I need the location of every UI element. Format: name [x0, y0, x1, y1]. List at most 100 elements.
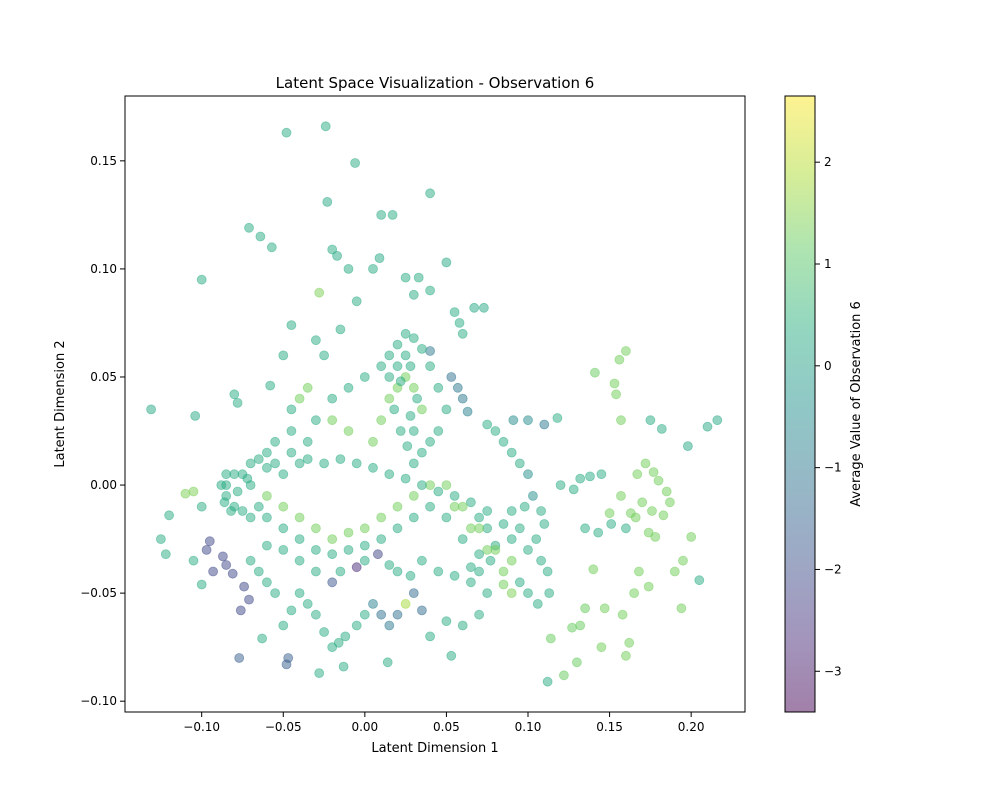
- scatter-point: [474, 512, 485, 523]
- scatter-point: [449, 570, 460, 581]
- scatter-point: [208, 566, 219, 577]
- scatter-point: [528, 490, 538, 501]
- scatter-point: [376, 209, 387, 220]
- scatter-point: [302, 599, 313, 609]
- scatter-point: [270, 436, 281, 447]
- scatter-point: [319, 458, 330, 469]
- scatter-point: [278, 620, 289, 631]
- scatter-point: [405, 570, 416, 581]
- scatter-point: [661, 486, 672, 497]
- scatter-point: [617, 609, 628, 620]
- scatter-point: [196, 501, 207, 512]
- scatter-point: [457, 501, 468, 512]
- scatter-point: [545, 633, 556, 644]
- scatter-point: [630, 512, 641, 523]
- scatter-point: [219, 497, 230, 508]
- scatter-point: [359, 523, 370, 534]
- scatter-point: [465, 523, 476, 534]
- scatter-point: [621, 346, 631, 356]
- scatter-point: [425, 188, 436, 199]
- scatter-point: [278, 545, 289, 555]
- scatter-point: [482, 523, 493, 534]
- scatter-point: [482, 588, 493, 598]
- scatter-point: [351, 296, 362, 307]
- scatter-point: [653, 475, 664, 486]
- scatter-point: [616, 415, 626, 426]
- scatter-point: [359, 540, 370, 551]
- scatter-point: [319, 350, 330, 361]
- colorbar: [785, 96, 815, 712]
- scatter-point: [408, 512, 419, 523]
- scatter-point: [395, 376, 406, 387]
- scatter-point: [221, 560, 232, 570]
- scatter-point: [335, 454, 346, 465]
- scatter-point: [433, 566, 444, 577]
- scatter-point: [457, 534, 468, 544]
- scatter-point: [575, 473, 586, 484]
- scatter-point: [261, 512, 272, 523]
- scatter-point: [683, 441, 693, 452]
- scatter-point: [416, 605, 427, 616]
- scatter-point: [449, 501, 460, 512]
- scatter-point: [392, 566, 403, 577]
- scatter-point: [498, 519, 509, 529]
- scatter-point: [196, 579, 207, 590]
- scatter-point: [351, 562, 362, 573]
- scatter-point: [590, 367, 600, 378]
- plot-area: [125, 96, 745, 712]
- scatter-point: [245, 555, 256, 566]
- scatter-point: [531, 534, 542, 544]
- scatter-point: [645, 415, 656, 426]
- scatter-point: [425, 501, 436, 512]
- scatter-point: [261, 447, 272, 458]
- scatter-point: [278, 523, 289, 534]
- scatter-point: [555, 480, 566, 491]
- scatter-point: [257, 633, 268, 644]
- x-axis-label: Latent Dimension 1: [371, 741, 498, 756]
- scatter-point: [261, 462, 272, 473]
- x-tick-label: 0.05: [433, 720, 460, 734]
- scatter-point: [567, 622, 577, 633]
- x-tick-label: 0.10: [515, 720, 542, 734]
- scatter-point: [523, 469, 533, 480]
- scatter-point: [319, 627, 330, 637]
- scatter-point: [532, 599, 543, 609]
- scatter-point: [640, 458, 651, 469]
- scatter-point: [302, 382, 313, 393]
- scatter-point: [523, 545, 533, 555]
- scatter-point: [400, 350, 411, 361]
- scatter-point: [542, 676, 553, 687]
- scatter-point: [593, 527, 604, 538]
- scatter-point: [368, 436, 378, 447]
- scatter-point: [425, 436, 436, 447]
- scatter-point: [302, 436, 313, 447]
- scatter-point: [294, 588, 305, 598]
- scatter-point: [255, 231, 266, 242]
- scatter-point: [302, 454, 313, 465]
- colorbar-axis: −3 −2 −1 0 1 2: [815, 155, 842, 678]
- scatter-point: [265, 380, 276, 391]
- scatter-point: [457, 328, 468, 339]
- scatter-point: [408, 333, 419, 344]
- scatter-point: [474, 549, 485, 560]
- scatter-point: [239, 581, 250, 592]
- scatter-point: [310, 415, 321, 426]
- scatter-point: [190, 410, 201, 421]
- scatter-point: [482, 506, 493, 516]
- scatter-point: [382, 657, 393, 668]
- scatter-point: [678, 555, 688, 566]
- scatter-point: [232, 397, 243, 408]
- scatter-point: [294, 534, 305, 544]
- scatter-point: [164, 510, 175, 521]
- scatter-point: [498, 436, 509, 447]
- scatter-point: [609, 378, 620, 389]
- scatter-point: [188, 555, 199, 566]
- scatter-point: [506, 447, 517, 458]
- scatter-point: [253, 566, 264, 577]
- scatter-point: [632, 469, 643, 480]
- y-tick-label: −0.10: [80, 694, 117, 708]
- scatter-point: [408, 458, 419, 469]
- scatter-point: [572, 657, 582, 668]
- scatter-point: [294, 393, 305, 404]
- scatter-point: [506, 555, 517, 566]
